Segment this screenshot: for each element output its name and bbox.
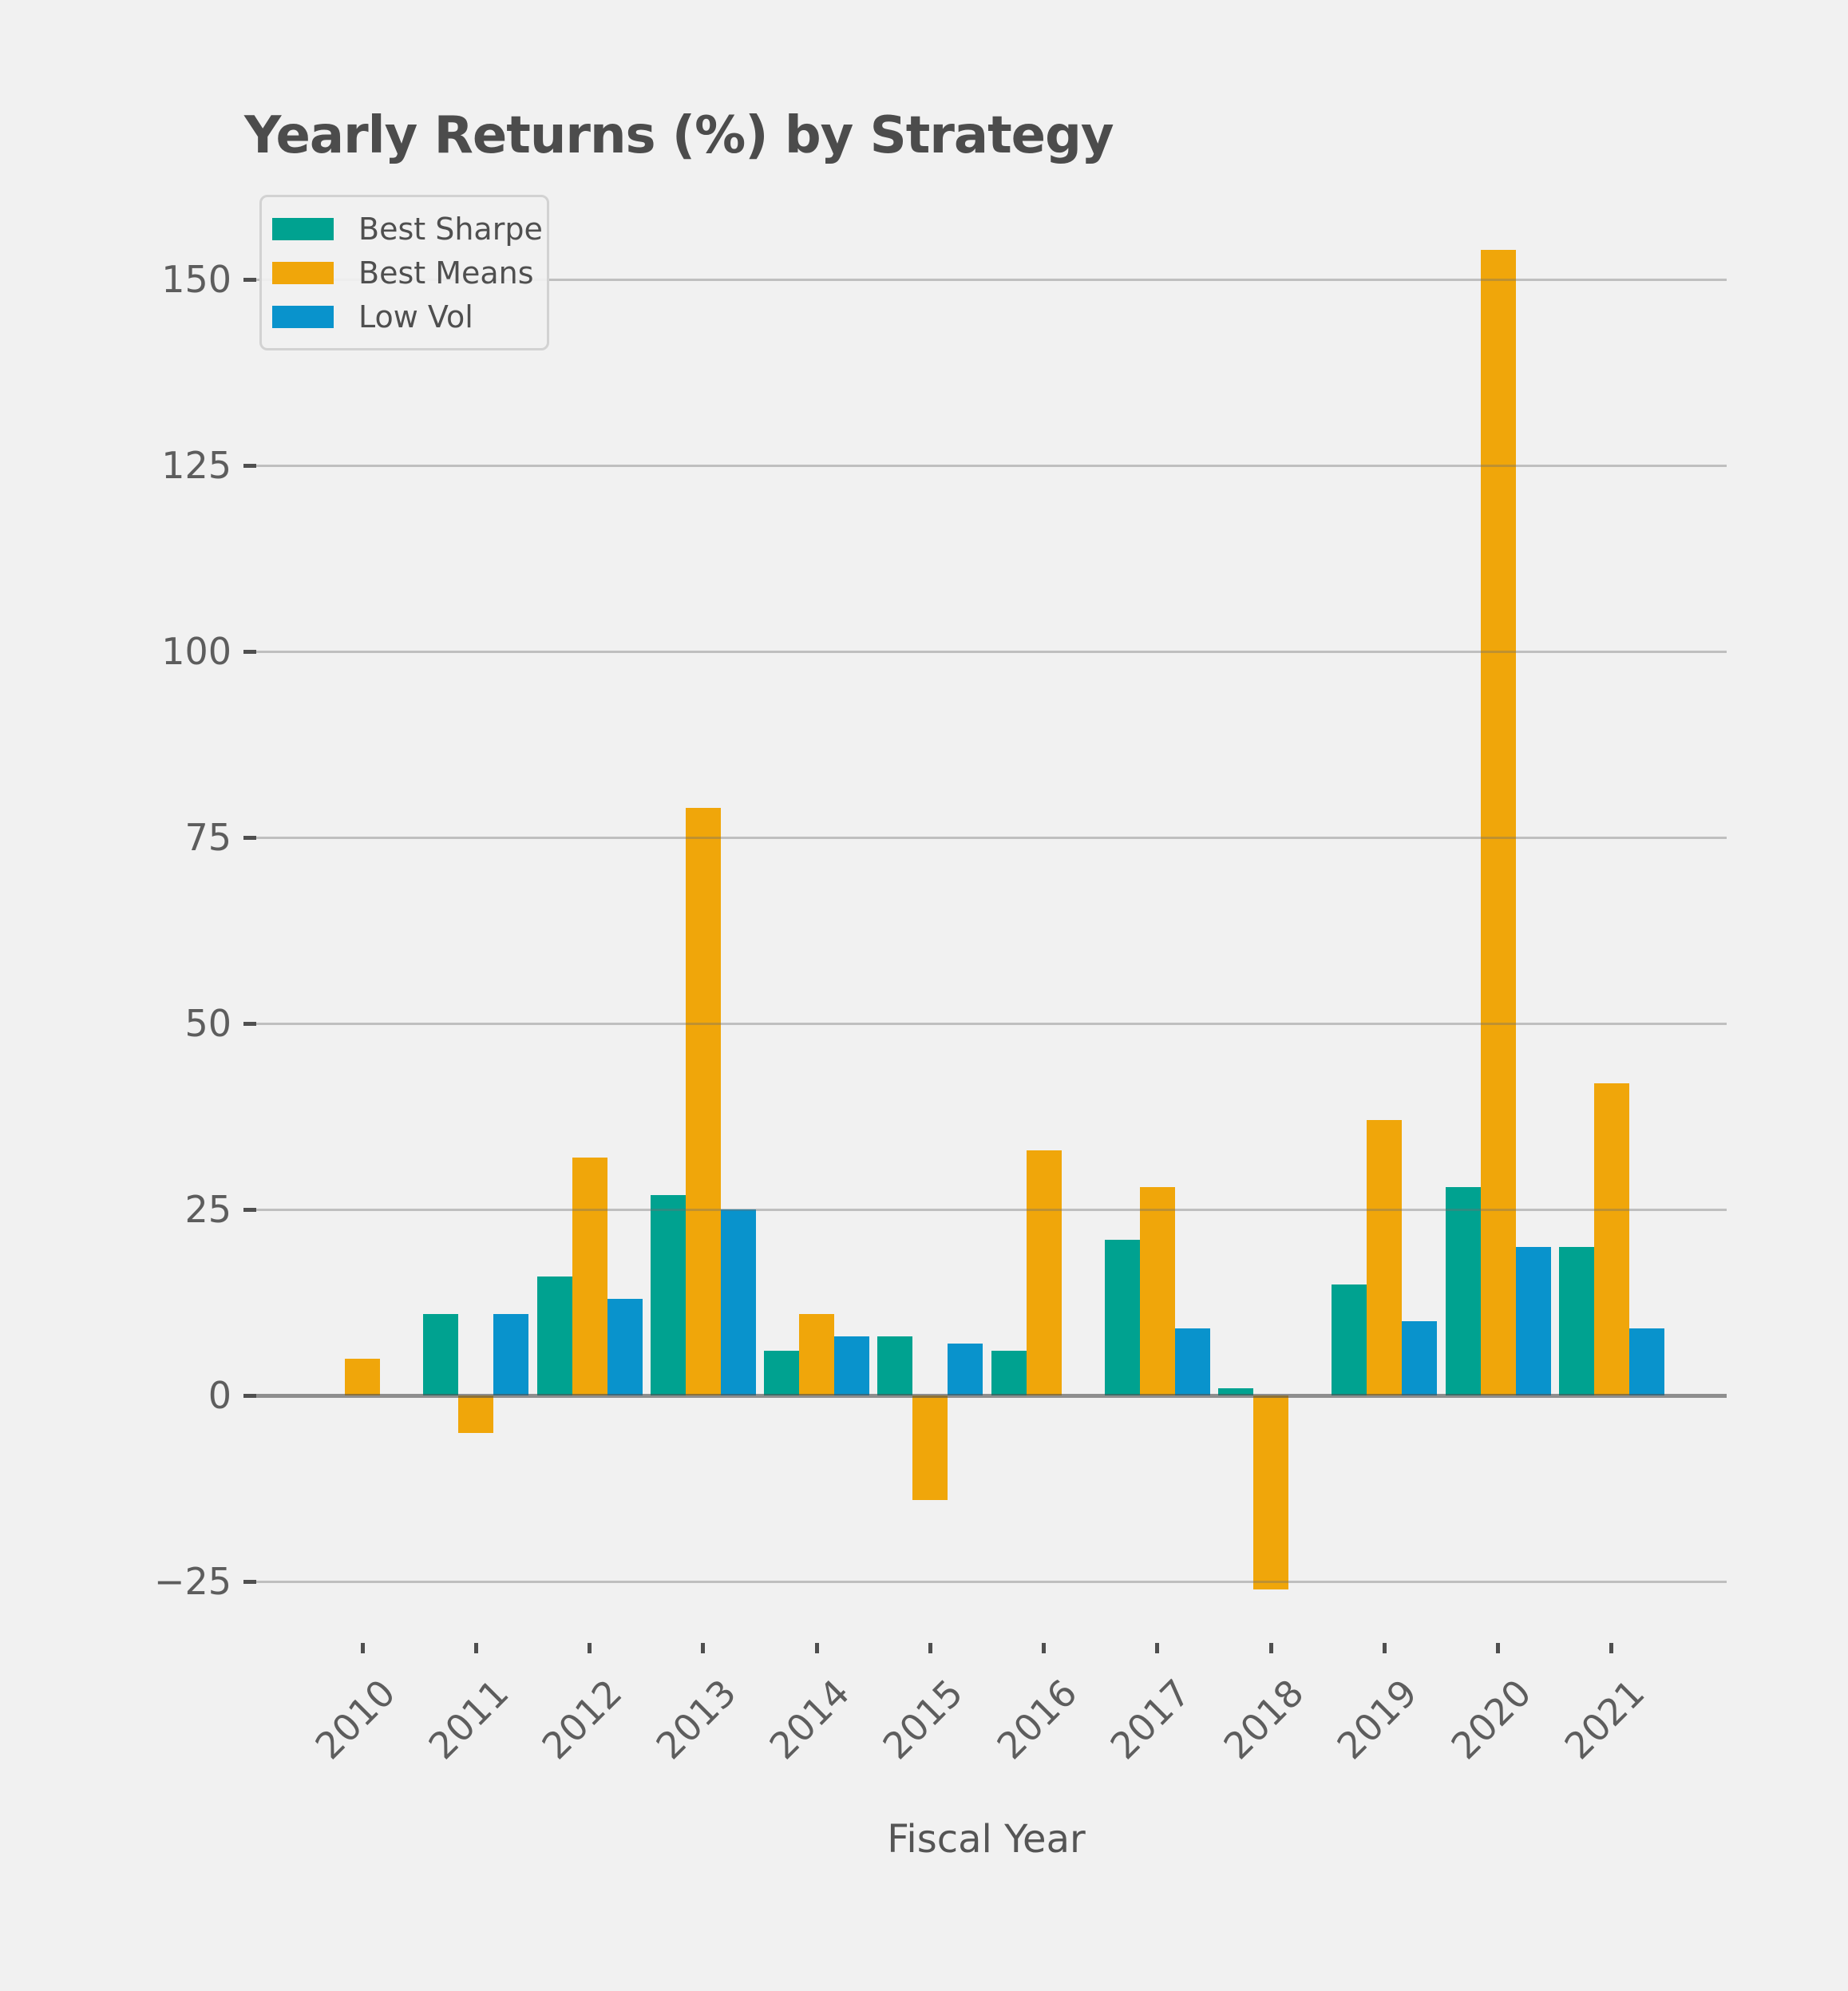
y-tick-mark-125 bbox=[243, 463, 256, 468]
x-tick-label-2012: 2012 bbox=[533, 1671, 631, 1768]
y-tick-label-50: 50 bbox=[184, 1002, 231, 1046]
x-tick-mark-2013 bbox=[701, 1643, 706, 1653]
bar-best-sharpe-2014 bbox=[764, 1351, 800, 1396]
x-tick-label-2016: 2016 bbox=[988, 1671, 1085, 1768]
x-tick-mark-2014 bbox=[814, 1643, 819, 1653]
bar-best-sharpe-2016 bbox=[991, 1351, 1027, 1396]
bar-best-sharpe-2019 bbox=[1332, 1284, 1367, 1396]
bar-low-vol-2019 bbox=[1402, 1321, 1438, 1396]
bar-low-vol-2015 bbox=[948, 1344, 983, 1396]
gridline-75 bbox=[246, 836, 1727, 839]
bar-best-means-2016 bbox=[1026, 1150, 1062, 1396]
y-tick-mark--25 bbox=[243, 1579, 256, 1584]
x-tick-label-2018: 2018 bbox=[1215, 1671, 1312, 1768]
y-tick-mark-0 bbox=[243, 1393, 256, 1398]
x-tick-label-2017: 2017 bbox=[1102, 1671, 1199, 1768]
chart-title: Yearly Returns (%) by Strategy bbox=[244, 106, 1114, 165]
x-tick-label-2015: 2015 bbox=[874, 1671, 971, 1768]
x-tick-mark-2019 bbox=[1382, 1643, 1387, 1653]
y-tick-mark-150 bbox=[243, 277, 256, 282]
gridline-150 bbox=[246, 278, 1727, 281]
legend-swatch-icon bbox=[272, 305, 334, 328]
legend-item-best-sharpe: Best Sharpe bbox=[262, 207, 547, 251]
legend-swatch-icon bbox=[272, 261, 334, 284]
bar-best-sharpe-2013 bbox=[650, 1194, 686, 1396]
bar-best-sharpe-2020 bbox=[1445, 1187, 1481, 1396]
x-tick-mark-2017 bbox=[1155, 1643, 1160, 1653]
bar-best-sharpe-2011 bbox=[423, 1313, 459, 1396]
y-tick-label--25: −25 bbox=[153, 1560, 231, 1604]
legend-item-low-vol: Low Vol bbox=[262, 295, 547, 338]
y-tick-label-75: 75 bbox=[184, 816, 231, 860]
x-tick-label-2019: 2019 bbox=[1328, 1671, 1426, 1768]
x-tick-label-2010: 2010 bbox=[307, 1671, 404, 1768]
y-tick-label-150: 150 bbox=[161, 258, 231, 302]
legend-label: Low Vol bbox=[358, 299, 473, 334]
x-axis-label: Fiscal Year bbox=[887, 1817, 1086, 1862]
y-tick-label-125: 125 bbox=[161, 444, 231, 488]
bar-best-sharpe-2021 bbox=[1558, 1246, 1594, 1396]
bar-low-vol-2021 bbox=[1628, 1328, 1664, 1396]
bar-low-vol-2013 bbox=[720, 1209, 756, 1396]
x-tick-mark-2011 bbox=[473, 1643, 478, 1653]
x-tick-label-2020: 2020 bbox=[1442, 1671, 1540, 1768]
bar-best-sharpe-2018 bbox=[1218, 1388, 1254, 1396]
x-tick-label-2021: 2021 bbox=[1556, 1671, 1653, 1768]
x-tick-mark-2018 bbox=[1268, 1643, 1273, 1653]
x-tick-mark-2015 bbox=[928, 1643, 932, 1653]
y-tick-mark-50 bbox=[243, 1021, 256, 1026]
bar-best-means-2014 bbox=[799, 1313, 835, 1396]
bar-best-means-2017 bbox=[1139, 1187, 1175, 1396]
x-tick-mark-2010 bbox=[360, 1643, 365, 1653]
x-tick-mark-2016 bbox=[1042, 1643, 1047, 1653]
y-tick-label-100: 100 bbox=[161, 630, 231, 674]
bar-best-means-2020 bbox=[1480, 249, 1516, 1396]
bar-best-sharpe-2017 bbox=[1104, 1239, 1140, 1396]
legend: Best Sharpe Best Means Low Vol bbox=[259, 195, 549, 350]
legend-label: Best Means bbox=[358, 255, 534, 291]
bar-low-vol-2014 bbox=[834, 1336, 870, 1396]
y-tick-mark-25 bbox=[243, 1207, 256, 1212]
x-tick-mark-2020 bbox=[1496, 1643, 1501, 1653]
x-tick-label-2013: 2013 bbox=[647, 1671, 745, 1768]
bar-best-sharpe-2012 bbox=[536, 1277, 572, 1396]
x-tick-label-2011: 2011 bbox=[420, 1671, 517, 1768]
legend-label: Best Sharpe bbox=[358, 211, 543, 247]
y-tick-mark-75 bbox=[243, 835, 256, 840]
legend-item-best-means: Best Means bbox=[262, 251, 547, 295]
y-tick-label-0: 0 bbox=[208, 1374, 231, 1418]
bar-best-means-2019 bbox=[1367, 1120, 1403, 1396]
bar-low-vol-2011 bbox=[493, 1313, 529, 1396]
y-tick-label-25: 25 bbox=[184, 1188, 231, 1232]
bar-best-means-2010 bbox=[345, 1358, 380, 1396]
gridline-25 bbox=[246, 1208, 1727, 1211]
bar-best-means-2015 bbox=[912, 1395, 948, 1500]
bar-best-means-2011 bbox=[458, 1395, 494, 1433]
gridline-125 bbox=[246, 464, 1727, 467]
zero-gridline bbox=[246, 1393, 1727, 1398]
bar-best-means-2013 bbox=[685, 807, 721, 1396]
bar-low-vol-2017 bbox=[1174, 1328, 1210, 1396]
bar-low-vol-2012 bbox=[607, 1299, 643, 1396]
bar-low-vol-2020 bbox=[1515, 1246, 1551, 1396]
legend-swatch-icon bbox=[272, 217, 334, 240]
bar-best-means-2021 bbox=[1593, 1083, 1629, 1396]
bar-best-means-2018 bbox=[1253, 1395, 1289, 1589]
x-tick-label-2014: 2014 bbox=[761, 1671, 858, 1768]
bar-best-sharpe-2015 bbox=[877, 1336, 913, 1396]
x-tick-mark-2012 bbox=[588, 1643, 592, 1653]
y-tick-mark-100 bbox=[243, 649, 256, 654]
x-tick-mark-2021 bbox=[1609, 1643, 1614, 1653]
gridline-50 bbox=[246, 1022, 1727, 1025]
gridline--25 bbox=[246, 1580, 1727, 1583]
gridline-100 bbox=[246, 650, 1727, 653]
bar-best-means-2012 bbox=[572, 1158, 607, 1396]
